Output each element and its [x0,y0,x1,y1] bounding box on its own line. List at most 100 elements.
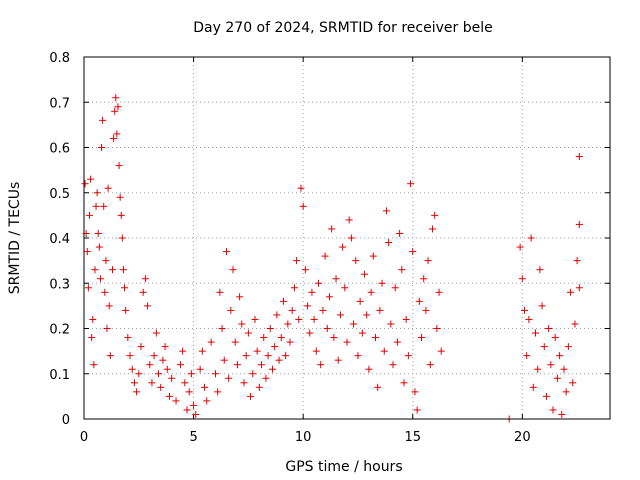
data-point [527,234,535,242]
data-point [101,288,109,296]
data-point [231,338,239,346]
data-point [385,239,393,247]
data-point [220,356,228,364]
data-point [116,193,124,201]
data-point [424,257,432,265]
data-point [144,302,152,310]
data-point [110,134,118,142]
data-point [102,257,110,265]
data-point [339,243,347,251]
chart-title: Day 270 of 2024, SRMTID for receiver bel… [193,20,492,36]
data-point [118,234,126,242]
data-point [81,180,89,188]
data-point [203,397,211,405]
data-point [551,334,559,342]
data-point [562,388,570,396]
data-point [198,347,206,355]
data-point [306,329,314,337]
data-point [216,288,224,296]
data-point [545,325,553,332]
data-point [325,293,333,301]
data-point [247,392,255,400]
data-point [112,94,120,102]
data-point [218,325,226,332]
data-point [564,343,572,351]
data-point [179,347,187,355]
data-point [93,189,101,197]
data-point [258,361,266,369]
data-point [352,257,360,265]
data-point [418,334,426,342]
data-point [567,288,575,296]
data-point [165,392,173,400]
data-point [328,225,336,233]
data-point [284,320,292,328]
data-point [330,334,338,342]
data-point [525,315,533,323]
data-point [431,211,439,219]
data-point [113,130,121,138]
data-point [155,370,163,378]
data-point [404,352,412,360]
data-point [542,392,550,400]
data-point [222,248,230,256]
data-point [119,266,127,274]
x-tick-label: 20 [514,430,531,445]
y-tick-label: 0.7 [49,96,70,111]
data-point [89,315,97,323]
data-point [374,383,382,391]
data-point [556,352,564,360]
data-point [227,306,235,314]
data-point [279,297,287,305]
data-point [244,329,252,337]
data-point [409,248,417,256]
data-point [378,279,386,287]
data-point [575,284,583,292]
data-point [299,202,307,210]
data-point [133,388,141,396]
data-point [187,370,195,378]
data-point [83,248,91,256]
data-point [249,370,257,378]
data-point [264,352,272,360]
data-point [122,306,130,314]
data-point [358,329,366,337]
data-point [332,275,340,283]
data-point [321,252,329,260]
data-point [168,374,176,382]
data-point [96,275,104,283]
data-point [547,361,555,369]
data-point [183,406,191,414]
y-tick-label: 0.3 [49,277,70,292]
data-point [251,315,259,323]
data-point [181,379,189,387]
data-point [398,266,406,274]
data-point [233,361,241,369]
data-point [128,365,136,373]
data-point [148,379,156,387]
data-point [92,202,100,210]
data-point [135,370,143,378]
data-point [124,334,132,342]
data-point [301,266,309,274]
data-point [94,229,102,237]
y-tick-label: 0.6 [49,142,70,157]
data-point [518,275,526,283]
data-point [121,284,129,292]
data-point [400,379,408,387]
data-point [273,311,281,319]
data-point [196,365,204,373]
data-point [238,320,246,328]
data-point [365,365,373,373]
y-tick-label: 0.8 [49,51,70,66]
data-point [201,383,209,391]
data-point [115,162,123,170]
data-point [549,406,557,414]
data-point [347,234,355,242]
data-point [540,343,548,351]
data-point [293,257,301,265]
plot-frame [83,56,611,420]
data-point [192,410,200,418]
data-point [435,288,443,296]
